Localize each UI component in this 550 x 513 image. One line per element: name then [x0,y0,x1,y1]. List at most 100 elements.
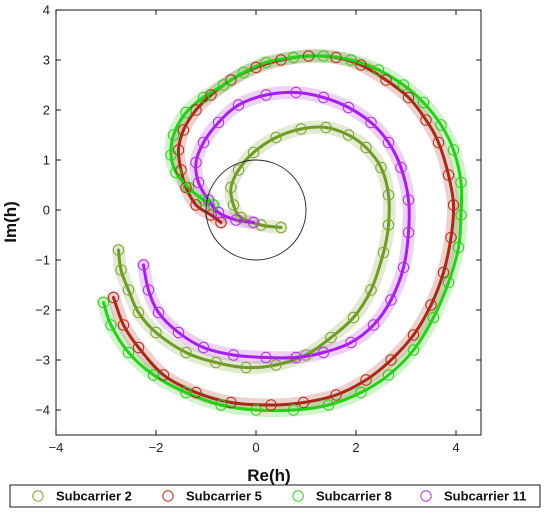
subcarrier-11-point [137,259,150,271]
subcarrier-2-point [365,284,377,296]
y-tick-label: −3 [35,353,50,368]
series-markers [97,50,467,416]
subcarrier-8-point [105,319,117,331]
subcarrier-2-line [117,125,391,370]
subcarrier-11-point [212,206,225,219]
y-axis-label: Im(h) [1,201,20,243]
y-tick-label: 1 [43,153,50,168]
x-tick-label: −4 [49,440,64,455]
subcarrier-8-point [180,106,192,119]
subcarrier-5-point [297,396,310,409]
subcarrier-2-point [210,356,222,369]
subcarrier-5-point [425,299,437,311]
subcarrier-11-point [317,346,330,359]
subcarrier-11-point [367,319,380,331]
subcarrier-11-point [190,156,202,169]
subcarrier-11-point [247,216,260,229]
y-tick-label: 0 [43,203,50,218]
subcarrier-2-point [112,244,125,256]
subcarrier-8-point [122,346,135,359]
subcarrier-5-point [355,59,367,71]
subcarrier-5-point [407,329,420,341]
subcarrier-2-point [382,189,395,201]
y-tick-label: −1 [35,253,50,268]
legend-label-subcarrier-11: Subcarrier 11 [444,489,526,504]
subcarrier-11-point [212,116,225,129]
subcarrier-2-point [377,246,390,259]
subcarrier-11-point [172,326,185,339]
subcarrier-5-point [205,89,217,101]
subcarrier-8-point [455,176,467,189]
subcarrier-2-point [347,311,360,324]
legend-label-subcarrier-2: Subcarrier 2 [56,489,132,504]
y-axis-ticks: 4 3 2 1 0 −1 −2 −3 −4 [35,3,481,418]
subcarrier-8-line [102,54,464,413]
subcarrier-8-point [452,241,465,254]
y-tick-label: −4 [35,403,50,418]
series-lines [102,54,464,413]
subcarrier-8-point [322,399,335,411]
subcarrier-2-point [227,199,240,211]
y-tick-label: 2 [43,103,50,118]
subcarrier-8-point [417,96,430,109]
subcarrier-11-point [230,214,242,226]
subcarrier-5-line [112,54,456,407]
reference-unit-circle [205,159,307,261]
subcarrier-11-point [260,89,272,101]
subcarrier-2-point [295,123,307,135]
subcarrier-5-point [360,374,372,386]
subcarrier-5-point [117,319,130,331]
x-axis-label: Re(h) [247,466,290,485]
subcarrier-8-point [180,386,192,399]
subcarrier-11-line [142,90,411,360]
subcarrier-11-point [365,116,377,129]
x-axis-ticks: −4 −2 0 2 4 [49,10,460,455]
subcarrier-2-point [115,264,127,276]
subcarrier-2-point [270,131,282,144]
subcarrier-5-point [432,136,445,149]
subcarrier-8-point [215,399,227,411]
x-tick-label: −2 [149,440,164,455]
subcarrier-8-point [435,119,447,131]
subcarrier-11-point [260,351,272,364]
subcarrier-2-point [270,359,282,371]
subcarrier-5-point [437,266,450,279]
subcarrier-8-point [182,181,195,194]
subcarrier-5-point [265,399,277,411]
subcarrier-8-point [447,144,460,156]
subcarrier-2-point [180,346,192,359]
subcarrier-11-point [192,176,205,189]
subcarrier-11-point [402,194,415,206]
subcarrier-5-point [445,231,457,244]
legend-marker-subcarrier-5 [162,490,174,502]
subcarrier-11-point [382,136,395,149]
subcarrier-11-point [345,336,357,349]
subcarrier-8-point [170,166,182,179]
y-tick-label: −2 [35,303,50,318]
subcarrier-8-point [442,276,455,289]
subcarrier-8-point [147,369,160,381]
x-tick-label: 2 [352,440,359,455]
subcarrier-5-point [442,169,455,181]
subcarrier-5-point [107,291,120,304]
legend-label-subcarrier-8: Subcarrier 8 [316,489,392,504]
subcarrier-5-point [275,54,287,66]
subcarrier-5-point [330,51,342,64]
subcarrier-2-point [247,146,260,159]
subcarrier-11-point [317,91,330,104]
subcarrier-2-point [150,326,162,339]
y-tick-label: 3 [43,53,50,68]
subcarrier-11-point [232,99,245,111]
subcarrier-5-point [132,341,145,354]
subcarrier-2-point [132,306,145,319]
legend: Subcarrier 2 Subcarrier 5 Subcarrier 8 Subc… [9,484,541,508]
subcarrier-2-point [360,141,372,154]
subcarrier-11-point [385,294,397,306]
subcarrier-11-point [152,306,165,319]
subcarrier-5-point [177,124,190,136]
subcarrier-2-point [225,181,237,194]
subcarrier-2-point [320,121,332,134]
subcarrier-11-point [227,349,240,361]
subcarrier-11-point [342,101,355,114]
